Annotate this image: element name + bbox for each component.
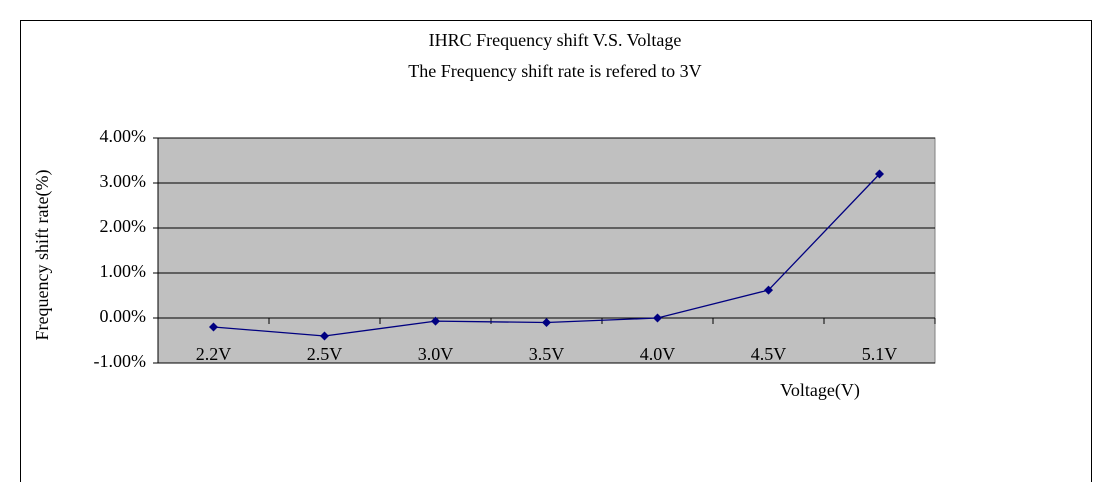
data-point xyxy=(542,318,551,327)
data-point xyxy=(653,313,662,323)
x-tick-label: 5.1V xyxy=(862,344,898,364)
y-tick-label: 3.00% xyxy=(100,171,147,191)
chart-title: IHRC Frequency shift V.S. Voltage xyxy=(429,30,682,50)
y-tick-label: 4.00% xyxy=(100,126,147,146)
y-tick-label: 2.00% xyxy=(100,216,147,236)
y-axis-label: Frequency shift rate(%) xyxy=(32,170,53,341)
data-point xyxy=(431,316,440,326)
x-tick-label: 2.5V xyxy=(307,344,343,364)
x-tick-label: 3.5V xyxy=(529,344,565,364)
y-tick-label: -1.00% xyxy=(94,351,147,371)
data-point xyxy=(209,322,218,332)
y-tick-label: 1.00% xyxy=(100,261,147,281)
y-tick-label: 0.00% xyxy=(100,306,147,326)
x-axis-label: Voltage(V) xyxy=(780,380,860,401)
data-point xyxy=(764,285,773,295)
plot-area xyxy=(157,137,936,364)
data-point xyxy=(320,331,329,341)
x-tick-label: 4.0V xyxy=(640,344,676,364)
data-point xyxy=(875,169,884,179)
x-tick-label: 4.5V xyxy=(751,344,787,364)
x-tick-label: 3.0V xyxy=(418,344,454,364)
chart-subtitle: The Frequency shift rate is refered to 3… xyxy=(408,61,701,81)
x-tick-label: 2.2V xyxy=(196,344,232,364)
